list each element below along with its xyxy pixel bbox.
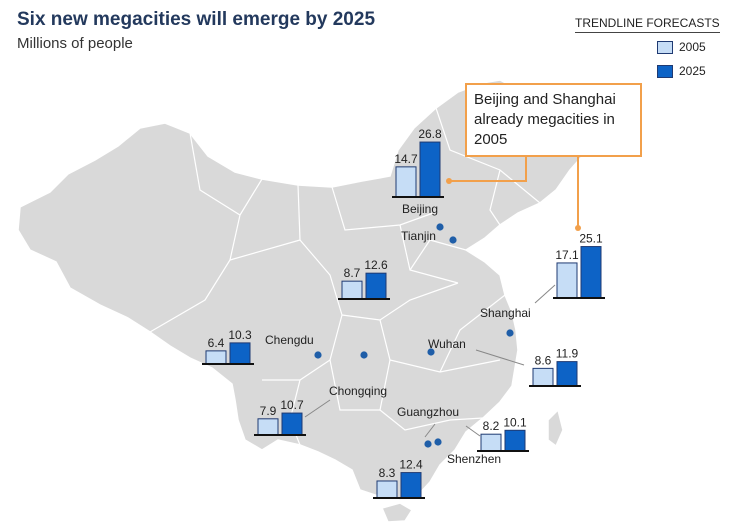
city-dot-tianjin bbox=[449, 236, 457, 244]
bar-chongqing-2025 bbox=[281, 412, 303, 436]
value-label-chongqing-2005: 7.9 bbox=[260, 404, 277, 418]
bar-chart-beijing: 14.726.8 bbox=[392, 127, 444, 198]
value-label-tianjin-2025: 12.6 bbox=[364, 258, 388, 272]
city-label-chengdu: Chengdu bbox=[265, 333, 314, 347]
city-label-wuhan: Wuhan bbox=[428, 337, 466, 351]
value-label-beijing-2005: 14.7 bbox=[394, 152, 418, 166]
leader-lines bbox=[304, 157, 581, 438]
bar-guangzhou-2025 bbox=[504, 429, 526, 452]
city-dot-chengdu bbox=[314, 351, 322, 359]
bar-chart-chongqing: 7.9 10.7 bbox=[254, 398, 306, 436]
bar-chart-shanghai: 17.125.1 bbox=[553, 232, 605, 299]
value-label-tianjin-2005: 8.7 bbox=[344, 266, 361, 280]
bar-guangzhou-2005 bbox=[480, 433, 502, 452]
city-dot-guangzhou bbox=[424, 440, 432, 448]
bar-shenzhen-2025 bbox=[400, 472, 422, 499]
legend-swatch-2005 bbox=[657, 41, 673, 55]
value-label-shenzhen-2005: 8.3 bbox=[379, 466, 396, 480]
leader-line-shenzhen bbox=[424, 423, 436, 438]
hainan-island bbox=[380, 502, 414, 523]
value-label-shenzhen-2025: 12.4 bbox=[399, 458, 423, 472]
callout-dot-shanghai bbox=[575, 225, 581, 231]
city-dots bbox=[314, 223, 514, 448]
value-label-guangzhou-2025: 10.1 bbox=[503, 415, 527, 429]
legend-label-2005: 2005 bbox=[679, 40, 706, 54]
bar-shanghai-2025 bbox=[580, 246, 602, 299]
bar-shenzhen-2005 bbox=[376, 480, 398, 499]
china-landmass bbox=[17, 79, 587, 501]
callout-line-beijing bbox=[449, 157, 527, 182]
city-dot-shanghai bbox=[506, 329, 514, 337]
city-bar-charts: 14.726.88.712.617.125.16.410.37.9 10.78.6… bbox=[202, 127, 605, 499]
city-label-guangzhou: Guangzhou bbox=[397, 405, 459, 419]
value-label-chengdu-2025: 10.3 bbox=[228, 328, 252, 342]
bar-chongqing-2005 bbox=[257, 418, 279, 436]
value-label-wuhan-2025: 11.9 bbox=[556, 347, 579, 361]
province-borders bbox=[149, 107, 541, 446]
callout-dot-beijing bbox=[446, 178, 452, 184]
value-label-wuhan-2005: 8.6 bbox=[535, 353, 552, 367]
page-subtitle: Millions of people bbox=[17, 35, 133, 52]
city-dot-wuhan bbox=[427, 348, 435, 356]
bar-shanghai-2005 bbox=[556, 262, 578, 299]
legend-label-2025: 2025 bbox=[679, 64, 706, 78]
legend-item-2005: 2005 bbox=[657, 40, 706, 55]
bar-chengdu-2025 bbox=[229, 342, 251, 365]
city-label-tianjin: Tianjin bbox=[401, 229, 436, 243]
bar-beijing-2025 bbox=[419, 141, 441, 198]
bar-chart-shenzhen: 8.312.4 bbox=[373, 458, 425, 499]
city-label-chongqing: Chongqing bbox=[329, 384, 387, 398]
value-label-chengdu-2005: 6.4 bbox=[208, 336, 225, 350]
value-label-shanghai-2005: 17.1 bbox=[555, 248, 579, 262]
bar-chengdu-2005 bbox=[205, 350, 227, 365]
bar-wuhan-2005 bbox=[532, 367, 554, 387]
legend-item-2025: 2025 bbox=[657, 64, 706, 79]
city-labels: Beijing Tianjin Shanghai Chengdu Chongqing Wu… bbox=[265, 202, 531, 466]
city-label-beijing: Beijing bbox=[402, 202, 438, 216]
bar-tianjin-2025 bbox=[365, 272, 387, 300]
taiwan-island bbox=[547, 408, 564, 448]
leader-line-chongqing bbox=[304, 399, 331, 418]
city-dot-beijing bbox=[436, 223, 444, 231]
bar-tianjin-2005 bbox=[341, 280, 363, 300]
leader-line-shanghai bbox=[534, 284, 556, 304]
leader-line-guangzhou bbox=[465, 425, 481, 437]
city-label-shenzhen: Shenzhen bbox=[447, 452, 501, 466]
city-dot-shenzhen bbox=[434, 438, 442, 446]
callout-box: Beijing and Shanghai already megacities … bbox=[465, 83, 642, 157]
legend-title: TRENDLINE FORECASTS bbox=[575, 16, 720, 33]
leader-line-wuhan bbox=[475, 349, 525, 366]
bar-chart-chengdu: 6.410.3 bbox=[202, 328, 254, 365]
value-label-beijing-2025: 26.8 bbox=[418, 127, 442, 141]
bar-wuhan-2025 bbox=[556, 361, 578, 387]
bar-chart-wuhan: 8.6 11.9 bbox=[529, 347, 581, 387]
value-label-guangzhou-2005: 8.2 bbox=[483, 419, 500, 433]
bar-chart-guangzhou: 8.2 10.1 bbox=[477, 415, 529, 452]
value-label-shanghai-2025: 25.1 bbox=[579, 232, 603, 246]
page-title: Six new megacities will emerge by 2025 bbox=[17, 9, 376, 30]
bar-beijing-2005 bbox=[395, 166, 417, 198]
legend-swatch-2025 bbox=[657, 65, 673, 79]
city-label-shanghai: Shanghai bbox=[480, 306, 531, 320]
bar-chart-tianjin: 8.712.6 bbox=[338, 258, 390, 300]
city-dot-chongqing bbox=[360, 351, 368, 359]
value-label-chongqing-2025: 10.7 bbox=[280, 398, 304, 412]
